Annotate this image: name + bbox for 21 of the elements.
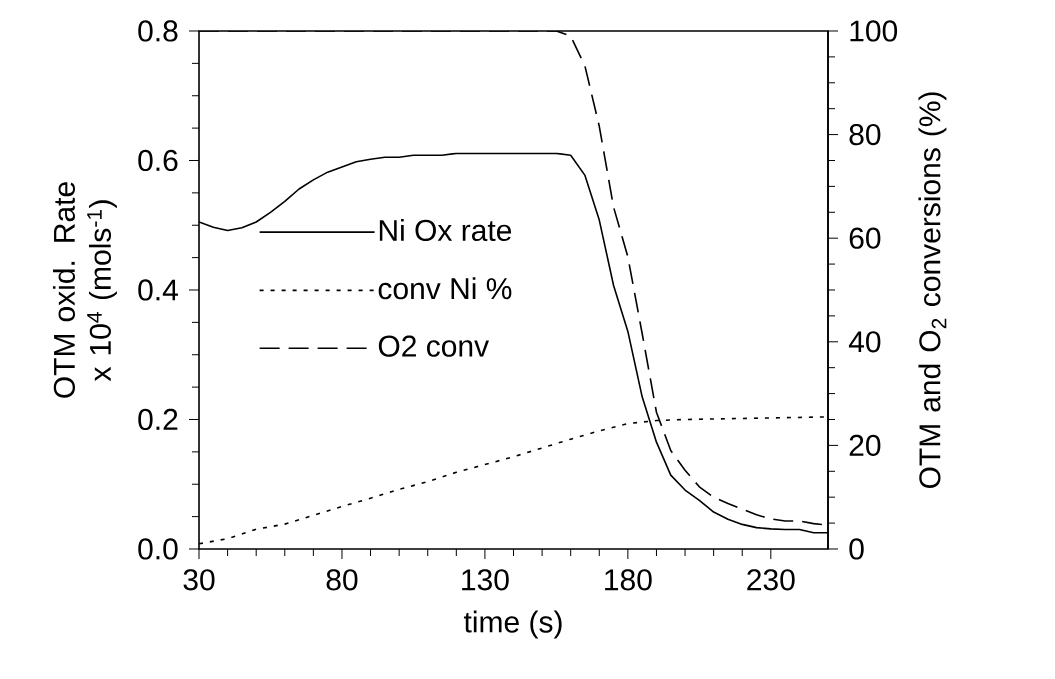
y-tick-label: 0.8 [138, 20, 178, 42]
y2-tick-label: 20 [849, 434, 881, 457]
y-tick-label: 0.2 [138, 408, 178, 431]
legend-label: Ni Ox rate [379, 219, 512, 242]
y2-tick-label: 100 [850, 20, 898, 42]
y2-tick-label: 40 [848, 331, 881, 353]
y2-tick-label: 80 [849, 123, 881, 146]
y-tick-label: 0.6 [138, 149, 178, 172]
y2-tick-label: 0 [849, 538, 864, 560]
x-tick-label: 130 [462, 569, 509, 591]
x-axis-title: time (s) [463, 610, 562, 639]
legend-label: conv Ni % [378, 277, 512, 300]
y-tick-label: 0.0 [138, 538, 178, 560]
y-tick-label: 0.4 [138, 279, 178, 301]
x-tick-label: 180 [605, 569, 652, 591]
x-tick-label: 80 [326, 569, 358, 591]
x-tick-label: 30 [183, 569, 215, 591]
legend-label: O2 conv [378, 335, 489, 357]
x-tick-label: 230 [747, 569, 795, 591]
y2-tick-label: 60 [849, 227, 881, 249]
y2-axis-title: OTM and O$_{2}$ conversions (%) [918, 92, 947, 489]
